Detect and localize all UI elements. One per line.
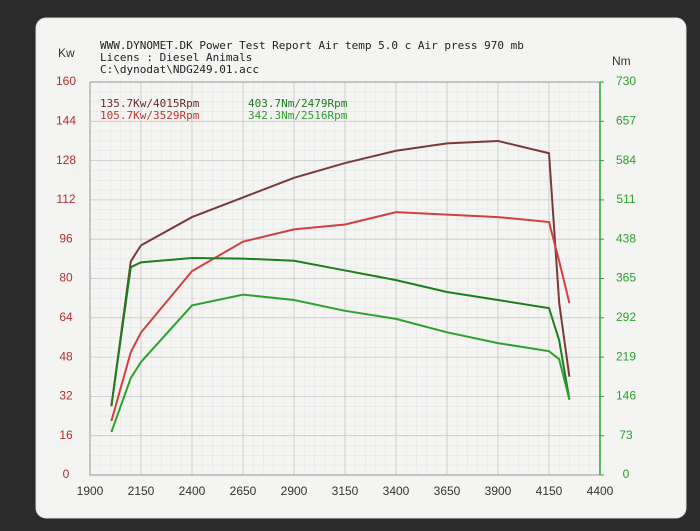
annotation: 105.7Kw/3529Rpm: [100, 109, 200, 122]
y2-tick-label: 0: [623, 467, 630, 481]
y-tick-label: 32: [59, 389, 73, 403]
y2-tick-label: 365: [616, 271, 636, 285]
y-tick-label: 128: [56, 153, 76, 167]
x-tick-label: 3400: [383, 484, 410, 498]
x-tick-label: 1900: [77, 484, 104, 498]
y-tick-label: 96: [59, 231, 73, 245]
y2-tick-label: 730: [616, 74, 636, 88]
x-tick-label: 2900: [281, 484, 308, 498]
chart-title: WWW.DYNOMET.DK Power Test Report Air tem…: [100, 39, 524, 52]
series-line: [110, 293, 571, 433]
chart-subtitle: Licens : Diesel Animals: [100, 51, 252, 64]
x-tick-label: 4400: [587, 484, 614, 498]
y-tick-label: 160: [56, 74, 76, 88]
y2-tick-label: 219: [616, 349, 636, 363]
series-line: [110, 139, 571, 407]
y2-tick-label: 73: [619, 428, 633, 442]
y2-tick-label: 657: [616, 113, 636, 127]
card: [35, 17, 687, 519]
y2-tick-label: 511: [616, 192, 635, 206]
x-tick-label: 2400: [179, 484, 206, 498]
x-tick-label: 2150: [128, 484, 155, 498]
x-tick-label: 4150: [536, 484, 563, 498]
y2-axis-label: Nm: [612, 54, 631, 68]
x-tick-label: 3650: [434, 484, 461, 498]
x-tick-label: 2650: [230, 484, 257, 498]
y-tick-label: 64: [59, 310, 73, 324]
annotation: C:\dynodat\NDG249.01.acc: [100, 63, 259, 76]
y-tick-label: 144: [56, 113, 76, 127]
x-tick-label: 3900: [485, 484, 512, 498]
y-tick-label: 112: [56, 192, 75, 206]
y2-tick-label: 146: [616, 389, 636, 403]
y-tick-label: 80: [59, 271, 73, 285]
annotation: 135.7Kw/4015Rpm: [100, 97, 200, 110]
y-tick-label: 16: [59, 428, 73, 442]
annotation: 342.3Nm/2516Rpm: [248, 109, 348, 122]
y2-tick-label: 292: [616, 310, 636, 324]
y2-tick-label: 438: [616, 231, 636, 245]
y-axis-label: Kw: [58, 46, 75, 60]
y2-tick-label: 584: [616, 153, 636, 167]
x-tick-label: 3150: [332, 484, 359, 498]
series-line: [110, 257, 571, 406]
y-tick-label: 0: [63, 467, 70, 481]
y-tick-label: 48: [59, 349, 73, 363]
annotation: 403.7Nm/2479Rpm: [248, 97, 348, 110]
series-line: [110, 211, 571, 422]
